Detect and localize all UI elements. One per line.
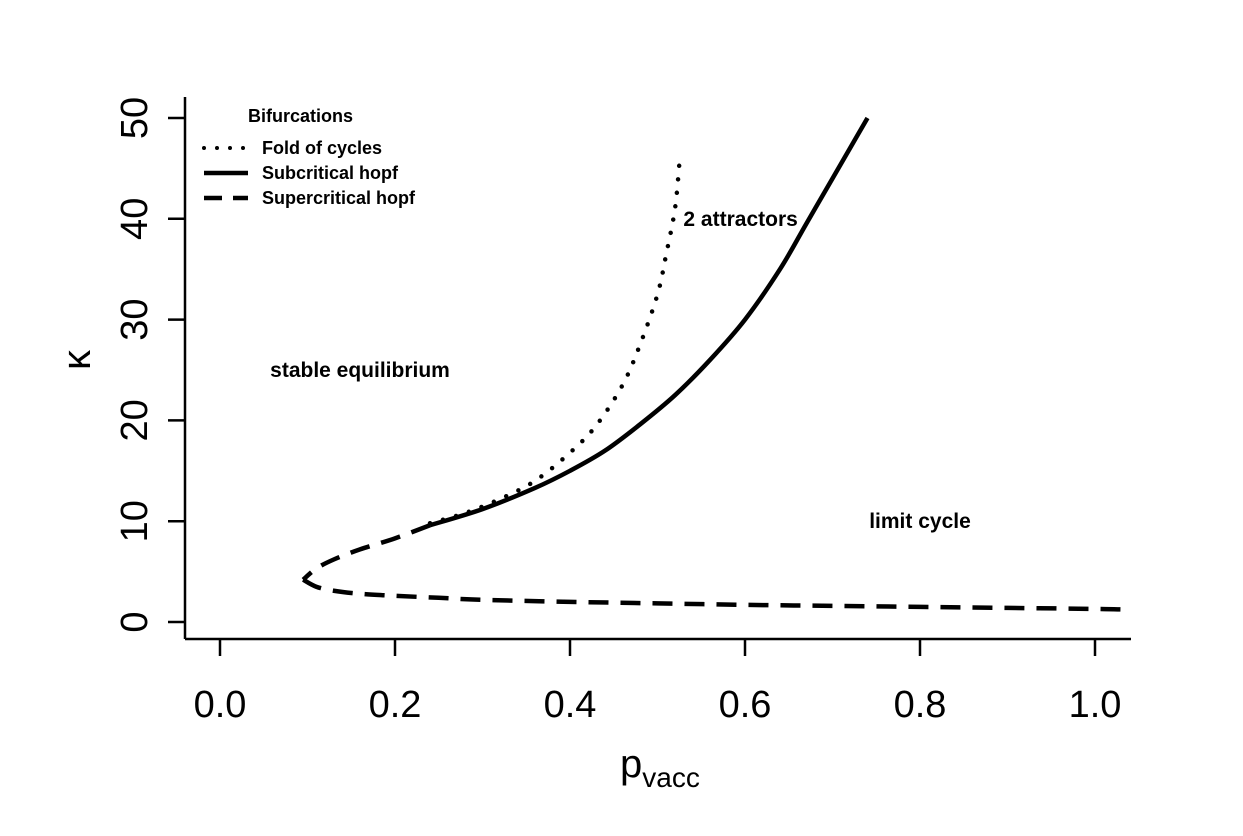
legend: Bifurcations Fold of cycles Subcritical … bbox=[202, 106, 416, 208]
legend-entry-fold: Fold of cycles bbox=[202, 138, 382, 158]
y-tick-label: 40 bbox=[114, 198, 156, 240]
y-tick-label: 30 bbox=[114, 298, 156, 340]
x-axis-title-subscript: vacc bbox=[642, 762, 700, 793]
x-tick-label: 0.8 bbox=[894, 684, 947, 726]
series-line-solid-1 bbox=[429, 116, 870, 528]
legend-entry-subcritical: Subcritical hopf bbox=[204, 163, 399, 183]
y-tick-label: 20 bbox=[114, 399, 156, 441]
region-label-0: stable equilibrium bbox=[270, 359, 450, 382]
x-tick-label: 0.6 bbox=[719, 684, 772, 726]
region-annotations: stable equilibrium 2 attractors limit cycl… bbox=[270, 208, 971, 533]
series-line-dotted-0 bbox=[427, 161, 682, 526]
x-tick-label: 0.2 bbox=[369, 684, 422, 726]
x-ticks: 0.0 0.2 0.4 0.6 0.8 1.0 bbox=[194, 639, 1122, 726]
series-line-dashed-3 bbox=[302, 577, 1122, 612]
legend-label-supercritical: Supercritical hopf bbox=[262, 188, 416, 208]
x-axis-title: pvacc bbox=[620, 742, 700, 793]
x-axis-title-main: p bbox=[620, 742, 642, 786]
y-tick-label: 50 bbox=[114, 97, 156, 139]
y-axis-title: κ bbox=[55, 349, 99, 370]
y-ticks: 0 10 20 30 40 50 bbox=[114, 97, 185, 633]
series-line-dashed-2 bbox=[301, 523, 431, 582]
legend-label-subcritical: Subcritical hopf bbox=[262, 163, 399, 183]
axes bbox=[183, 97, 1131, 641]
y-tick-label: 0 bbox=[114, 611, 156, 632]
x-tick-label: 0.4 bbox=[544, 684, 597, 726]
legend-title: Bifurcations bbox=[248, 106, 353, 126]
region-label-1: 2 attractors bbox=[683, 208, 797, 231]
x-tick-label: 1.0 bbox=[1069, 684, 1122, 726]
region-label-2: limit cycle bbox=[869, 510, 971, 533]
y-tick-label: 10 bbox=[114, 500, 156, 542]
legend-entry-supercritical: Supercritical hopf bbox=[204, 188, 416, 208]
series-group bbox=[301, 116, 1122, 612]
legend-label-fold: Fold of cycles bbox=[262, 138, 382, 158]
x-tick-label: 0.0 bbox=[194, 684, 247, 726]
